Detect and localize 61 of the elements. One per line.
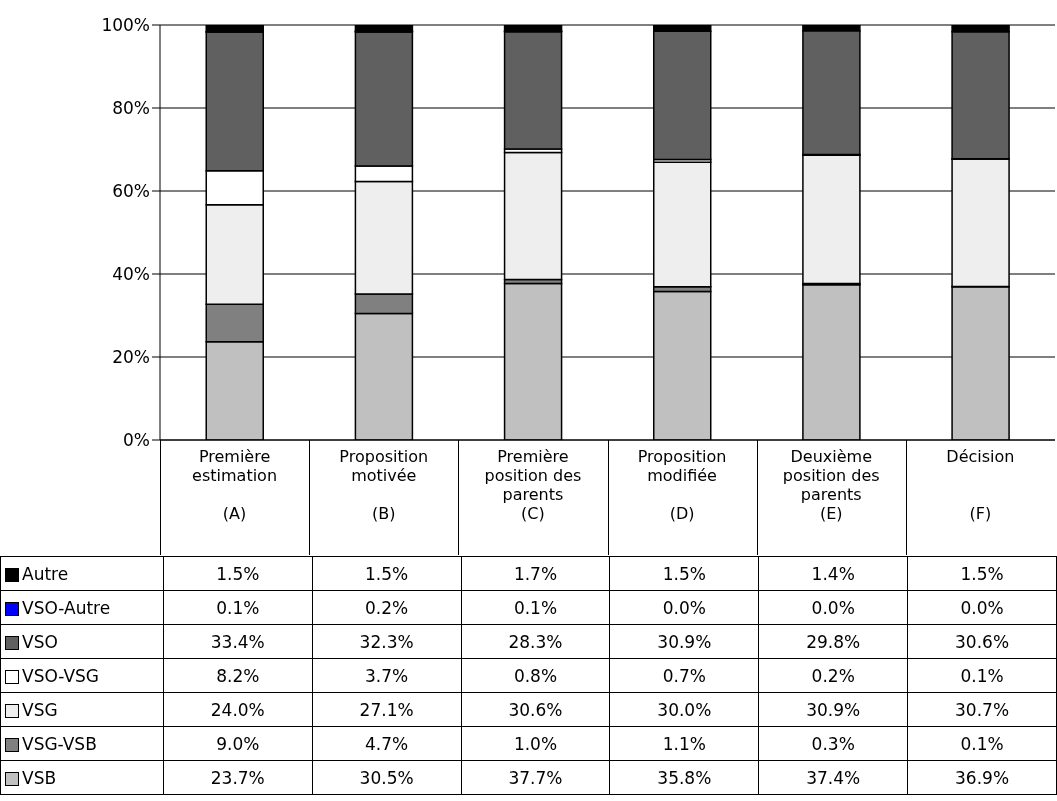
data-label: 27.1% (312, 692, 462, 727)
legend-label: VSB (22, 767, 57, 788)
data-label: 37.4% (758, 760, 908, 795)
data-label: 30.7% (907, 692, 1057, 727)
data-label: 1.7% (461, 556, 610, 591)
data-label: 4.7% (312, 726, 462, 761)
data-label: 0.7% (609, 658, 759, 693)
data-label: 1.5% (609, 556, 759, 591)
data-label: 3.7% (312, 658, 462, 693)
data-label: 0.0% (609, 590, 759, 625)
data-label: 30.0% (609, 692, 759, 727)
data-label: 30.5% (312, 760, 462, 795)
data-label: 30.9% (758, 692, 908, 727)
data-label: 30.9% (609, 624, 759, 659)
x-tick-label: Proposition modifiée (D) (637, 447, 727, 523)
data-label: 0.2% (758, 658, 908, 693)
data-label: 0.1% (907, 726, 1057, 761)
data-label: 1.4% (758, 556, 908, 591)
y-tick-label: 60% (112, 181, 150, 202)
data-label: 0.1% (163, 590, 313, 625)
y-tick-label: 40% (112, 264, 150, 285)
data-label: 30.6% (461, 692, 610, 727)
data-label: 1.1% (609, 726, 759, 761)
data-label: 1.5% (312, 556, 462, 591)
data-label: 0.8% (461, 658, 610, 693)
data-label: 24.0% (163, 692, 313, 727)
data-label: 9.0% (163, 726, 313, 761)
x-tick-label: Première estimation (A) (192, 447, 278, 523)
legend-label: VSO-Autre (22, 597, 111, 618)
y-tick-label: 100% (101, 15, 150, 36)
legend-label: VSG (22, 699, 58, 720)
y-tick-label: 20% (112, 347, 150, 368)
category-label: Décision (F) (946, 447, 1015, 523)
data-label: 0.0% (758, 590, 908, 625)
data-label: 0.0% (907, 590, 1057, 625)
data-label: 37.7% (461, 760, 610, 795)
data-label: 33.4% (163, 624, 313, 659)
data-label: 23.7% (163, 760, 313, 795)
legend-label: VSO (22, 631, 58, 652)
legend-label: VSO-VSG (22, 665, 100, 686)
x-tick-label: Première position des parents (C) (484, 447, 582, 523)
data-label: 29.8% (758, 624, 908, 659)
y-tick-label: 0% (123, 430, 150, 451)
data-label: 30.6% (907, 624, 1057, 659)
legend-label: VSG-VSB (22, 733, 97, 754)
data-label: 8.2% (163, 658, 313, 693)
data-label: 0.2% (312, 590, 462, 625)
data-label: 0.3% (758, 726, 908, 761)
data-label: 1.0% (461, 726, 610, 761)
data-label: 1.5% (163, 556, 313, 591)
data-label: 36.9% (907, 760, 1057, 795)
legend-label: Autre (22, 563, 69, 584)
data-label: 1.5% (907, 556, 1057, 591)
data-label: 0.1% (907, 658, 1057, 693)
x-tick-label: Deuxième position des parents (E) (782, 447, 880, 523)
data-label: 35.8% (609, 760, 759, 795)
data-label: 0.1% (461, 590, 610, 625)
data-label: 28.3% (461, 624, 610, 659)
data-label: 32.3% (312, 624, 462, 659)
y-tick-label: 80% (112, 98, 150, 119)
x-tick-label: Proposition motivée (B) (339, 447, 429, 523)
